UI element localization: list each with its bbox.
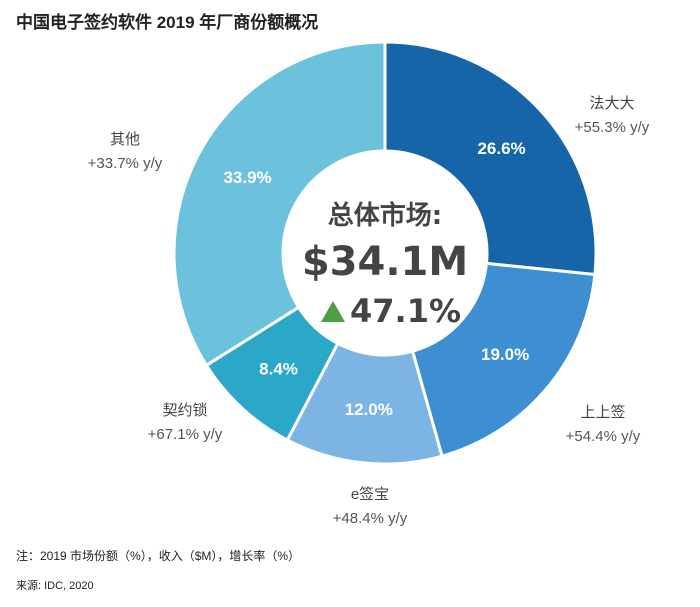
vendor-name-others: 其他: [110, 131, 140, 148]
center-total-value: $34.1M: [302, 239, 468, 285]
vendor-name-fadada: 法大大: [589, 95, 634, 112]
slice-label-esign: 12.0%: [345, 400, 393, 419]
vendor-growth-others: +33.7% y/y: [88, 155, 163, 172]
slice-label-fadada: 26.6%: [477, 139, 525, 158]
vendor-growth-esign: +48.4% y/y: [333, 510, 408, 527]
vendor-growth-fadada: +55.3% y/y: [575, 119, 650, 136]
vendor-name-bestsign: 上上签: [580, 404, 625, 421]
vendor-name-qiyuesuo: 契约锁: [162, 402, 207, 419]
slice-labels-group: 26.6% 19.0% 12.0% 8.4% 33.9%: [223, 139, 529, 419]
slice-label-bestsign: 19.0%: [481, 345, 529, 364]
vendor-name-esign: e签宝: [351, 486, 389, 503]
vendor-growth-bestsign: +54.4% y/y: [566, 428, 641, 445]
footnote: 注：2019 市场份额（%），收入（$M），增长率（%）: [16, 549, 301, 563]
source-note: 来源: IDC, 2020: [16, 580, 94, 592]
center-total-label: 总体市场:: [328, 200, 442, 231]
growth-up-arrow-icon: [321, 301, 345, 322]
slice-label-others: 33.9%: [223, 168, 271, 187]
slice-others: [172, 40, 387, 368]
center-growth-value: 47.1%: [350, 292, 461, 330]
slice-fadada: [383, 40, 598, 277]
slice-label-qiyuesuo: 8.4%: [259, 359, 298, 378]
vendor-growth-qiyuesuo: +67.1% y/y: [148, 426, 223, 443]
chart-title: 中国电子签约软件 2019 年厂商份额概况: [16, 13, 319, 32]
slices-group: [172, 40, 598, 466]
donut-chart: 26.6% 19.0% 12.0% 8.4% 33.9% 法大大 +55.3% y/y 上上…: [88, 40, 650, 527]
vendor-labels-group: 法大大 +55.3% y/y 上上签 +54.4% y/y e签宝 +48.4% y/y 契…: [88, 95, 650, 527]
slice-bestsign: [410, 261, 597, 459]
